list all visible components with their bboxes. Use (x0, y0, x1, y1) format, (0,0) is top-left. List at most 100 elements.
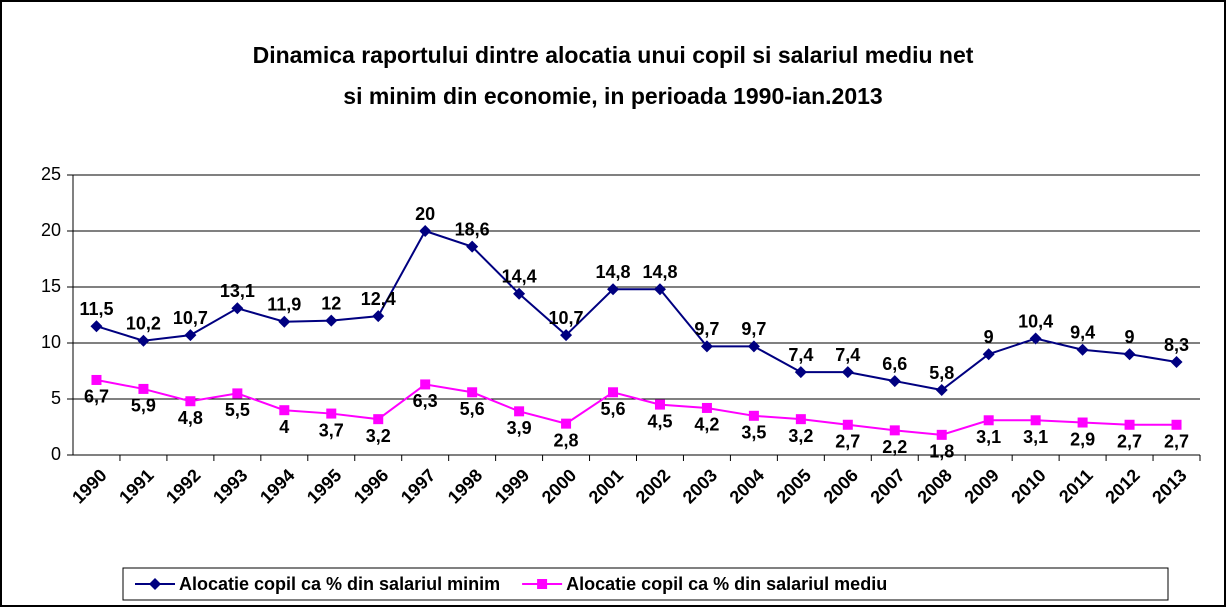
data-point (185, 396, 196, 407)
data-point (653, 283, 666, 296)
chart-title: si minim din economie, in perioada 1990-… (343, 83, 882, 109)
data-point (936, 429, 947, 440)
data-label: 3,1 (1023, 427, 1048, 447)
data-label: 6,3 (413, 391, 438, 411)
data-label: 1,8 (929, 442, 954, 462)
data-point (888, 375, 901, 388)
y-tick-label: 10 (41, 332, 61, 352)
data-point (607, 283, 620, 296)
data-label: 13,1 (220, 281, 255, 301)
data-point (561, 418, 572, 429)
data-point (842, 419, 853, 430)
data-point (513, 287, 526, 300)
data-label: 10,7 (173, 308, 208, 328)
data-point (1123, 348, 1136, 361)
data-point (467, 387, 478, 398)
data-label: 10,7 (549, 308, 584, 328)
data-label: 3,2 (788, 426, 813, 446)
data-point (420, 379, 431, 390)
legend-label: Alocatie copil ca % din salariul mediu (566, 574, 887, 594)
data-point (700, 340, 713, 353)
data-point (278, 315, 291, 328)
data-label: 3,1 (976, 427, 1001, 447)
data-point (608, 387, 619, 398)
data-point (1171, 419, 1182, 430)
data-point (138, 383, 149, 394)
data-label: 9 (1125, 327, 1135, 347)
data-label: 6,6 (882, 354, 907, 374)
data-point (537, 579, 548, 589)
data-label: 12 (321, 293, 341, 313)
data-label: 2,7 (1164, 432, 1189, 452)
data-point (137, 334, 150, 347)
data-label: 5,6 (601, 399, 626, 419)
data-label: 5,5 (225, 400, 250, 420)
data-point (935, 384, 948, 397)
data-point (231, 302, 244, 315)
data-label: 2,2 (882, 437, 907, 457)
data-point (419, 225, 432, 237)
series-line (96, 229, 1177, 392)
data-label: 6,7 (84, 387, 109, 407)
data-label: 10,4 (1018, 311, 1053, 331)
data-point (373, 414, 384, 425)
y-tick-label: 0 (51, 444, 61, 464)
y-tick-label: 20 (41, 220, 61, 240)
data-point (983, 415, 994, 426)
data-point (514, 406, 525, 417)
data-point (794, 366, 807, 379)
data-label: 5,8 (929, 363, 954, 383)
data-label: 9,4 (1070, 322, 1095, 342)
data-label: 5,6 (460, 399, 485, 419)
data-label: 11,9 (267, 294, 301, 314)
data-point (748, 410, 759, 421)
chart-title: Dinamica raportului dintre alocatia unui… (253, 42, 974, 68)
data-label: 11,5 (79, 299, 113, 319)
data-label: 4,8 (178, 408, 203, 428)
data-label: 2,7 (1117, 432, 1142, 452)
data-point (1124, 419, 1135, 430)
data-point (372, 310, 385, 323)
y-tick-label: 15 (41, 276, 61, 296)
data-label: 2,7 (835, 432, 860, 452)
data-point (747, 340, 760, 353)
data-point (232, 388, 243, 399)
data-point (325, 314, 338, 327)
data-label: 20 (415, 204, 435, 224)
data-label: 3,2 (366, 426, 391, 446)
data-point (982, 348, 995, 361)
legend-label: Alocatie copil ca % din salariul minim (179, 574, 500, 594)
data-point (841, 366, 854, 379)
data-point (1030, 415, 1041, 426)
data-label: 2,9 (1070, 429, 1095, 449)
data-point (326, 408, 337, 419)
data-label: 14,4 (502, 266, 537, 286)
data-point (654, 399, 665, 410)
data-label: 4 (279, 417, 289, 437)
data-label: 7,4 (788, 345, 813, 365)
data-label: 9,7 (694, 319, 719, 339)
series-line (96, 378, 1177, 436)
data-point (1029, 332, 1042, 345)
data-point (795, 414, 806, 425)
data-label: 7,4 (835, 345, 860, 365)
data-point (90, 320, 103, 333)
data-label: 10,2 (126, 314, 161, 334)
data-point (889, 425, 900, 436)
legend-box (122, 567, 1169, 601)
data-point (1170, 356, 1183, 369)
data-label: 8,3 (1164, 335, 1189, 355)
data-label: 12,4 (361, 289, 396, 309)
data-label: 9,7 (741, 319, 766, 339)
data-point (279, 405, 290, 416)
data-label: 4,2 (694, 415, 719, 435)
data-point (91, 374, 102, 385)
data-label: 18,6 (455, 219, 490, 239)
data-label: 3,9 (507, 418, 532, 438)
data-label: 5,9 (131, 396, 156, 416)
data-label: 14,8 (595, 262, 630, 282)
data-point (560, 329, 573, 342)
data-label: 3,5 (741, 423, 766, 443)
